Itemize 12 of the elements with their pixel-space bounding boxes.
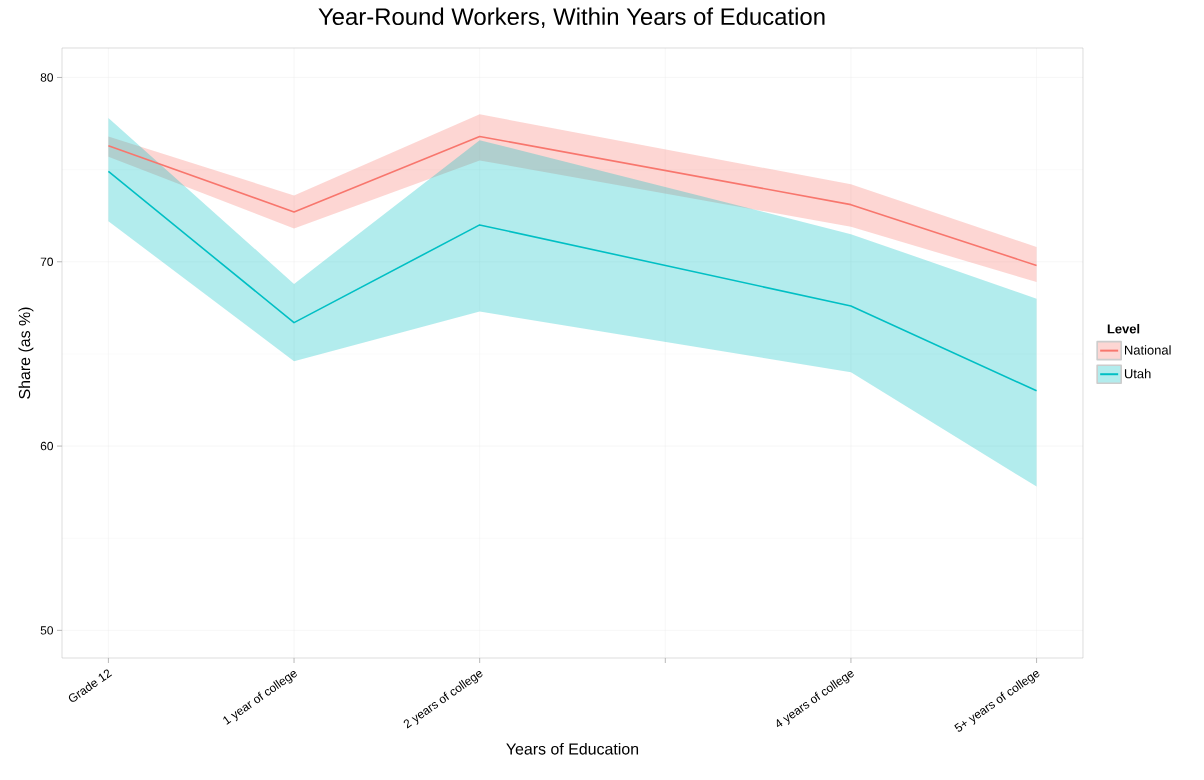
y-tick-label: 80 xyxy=(40,73,54,82)
y-tick-label: 50 xyxy=(40,626,54,635)
chart-title: Year-Round Workers, Within Years of Education xyxy=(318,7,825,28)
y-tick-label: 70 xyxy=(40,257,54,266)
line-series xyxy=(107,170,1038,392)
y-axis-title: Share (as %) xyxy=(18,307,34,399)
legend-label: National xyxy=(1125,345,1171,355)
legend-title: Level xyxy=(1107,323,1140,334)
x-axis-title: Years of Education xyxy=(506,742,639,755)
line-series xyxy=(107,135,1038,267)
legend-label: Utah xyxy=(1124,368,1151,379)
y-tick-label: 60 xyxy=(40,441,54,451)
